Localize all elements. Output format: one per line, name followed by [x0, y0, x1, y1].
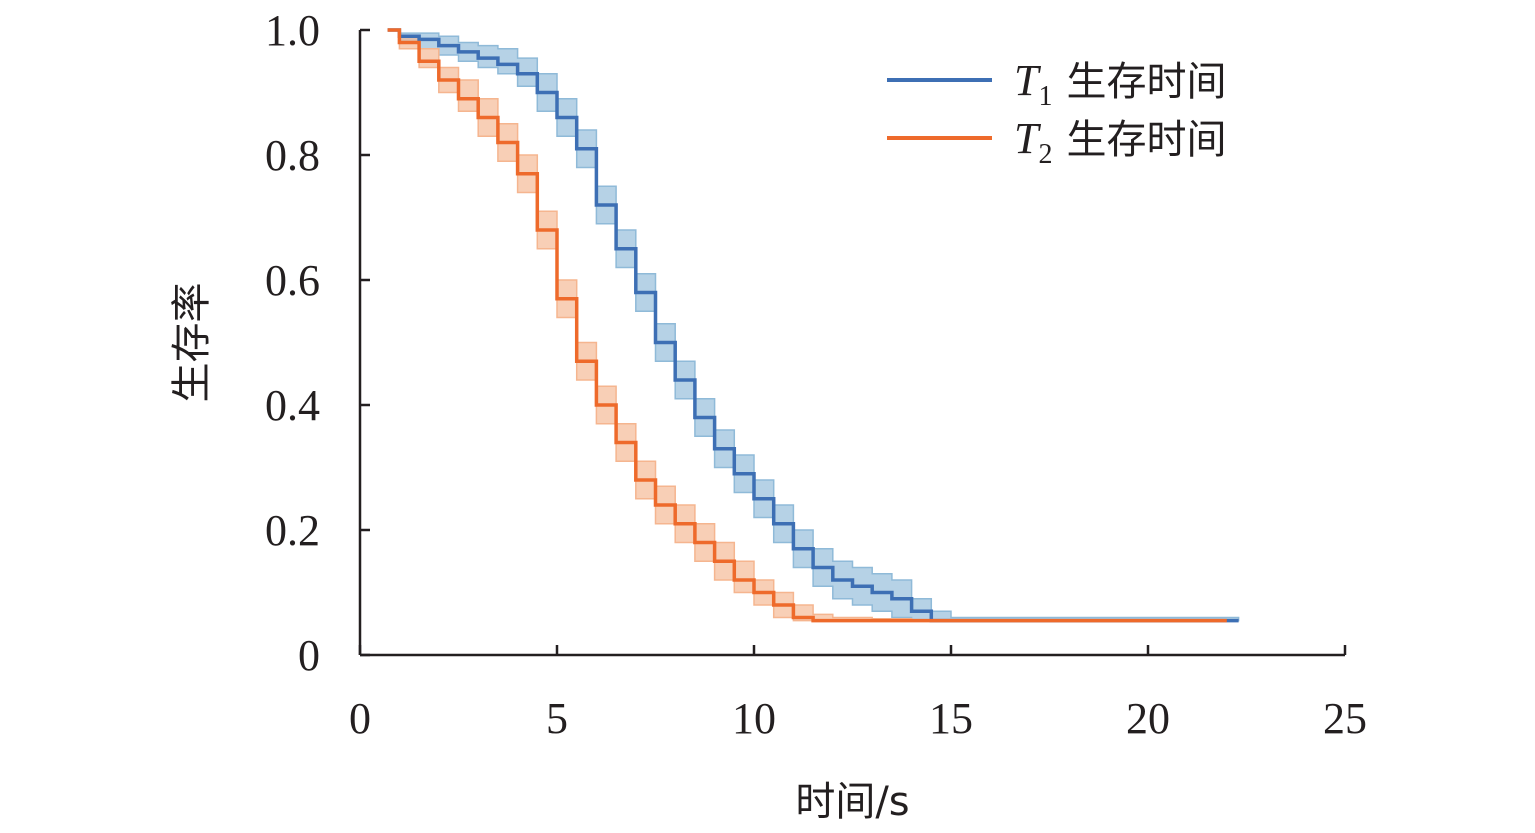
- x-tick-label: 10: [732, 694, 776, 743]
- x-tick-label: 5: [546, 694, 568, 743]
- legend-symbol: T: [1014, 114, 1042, 163]
- axis-ticks: 0 5 10 15 20 25 0 0.2 0.4 0.6 0.8 1.0: [265, 6, 1367, 743]
- y-tick-label: 0: [298, 631, 320, 680]
- survival-lines: [387, 28, 1239, 623]
- y-tick-label: 0.4: [265, 381, 320, 430]
- legend-subscript: 1: [1038, 81, 1052, 112]
- y-tick-label: 0.2: [265, 506, 320, 555]
- legend-text: 生存时间: [1066, 117, 1226, 163]
- y-axis-title: 生存率: [169, 283, 215, 403]
- x-axis-title: 时间/s: [795, 779, 909, 825]
- legend-symbol: T: [1014, 56, 1042, 105]
- legend-subscript: 2: [1038, 139, 1052, 170]
- survival-line-2: [387, 28, 1227, 623]
- y-tick-label: 0.6: [265, 256, 320, 305]
- y-tick-label: 0.8: [265, 131, 320, 180]
- legend-label-1: T1 生存时间: [1014, 56, 1226, 112]
- axes: [358, 30, 1345, 657]
- legend-text: 生存时间: [1066, 59, 1226, 105]
- x-tick-label: 15: [929, 694, 973, 743]
- x-tick-label: 25: [1323, 694, 1367, 743]
- x-tick-label: 0: [349, 694, 371, 743]
- x-tick-label: 20: [1126, 694, 1170, 743]
- y-tick-label: 1.0: [265, 6, 320, 55]
- survival-line-1: [387, 28, 1239, 623]
- legend-label-2: T2 生存时间: [1014, 114, 1226, 170]
